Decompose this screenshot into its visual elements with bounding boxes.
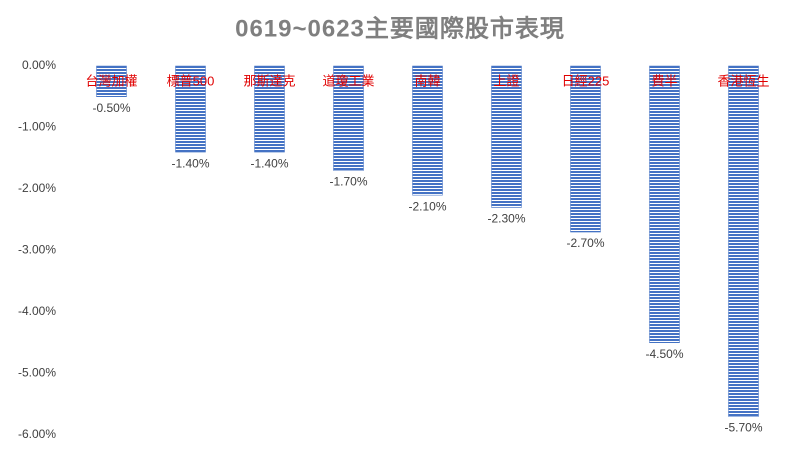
y-tick-label: -1.00% [18,120,56,134]
x-tick-label: 標普500 [167,73,215,88]
chart-title: 0619~0623主要國際股市表現 [235,14,565,42]
y-tick-label: -4.00% [18,304,56,318]
data-label: -2.70% [566,236,604,250]
y-tick-label: -2.00% [18,181,56,195]
x-tick-label: 香港恆生 [717,73,769,88]
x-tick-label: 上證 [493,73,519,88]
data-label: -0.50% [92,101,130,115]
data-label: -2.10% [408,199,446,213]
bar [649,65,680,343]
data-label: -2.30% [487,212,525,226]
bar [728,65,759,417]
x-tick-label: 道瓊工業 [322,73,374,88]
bar [175,65,206,153]
data-label: -4.50% [645,347,683,361]
x-tick-label: 費半 [651,73,677,88]
bar [96,65,127,97]
bar [412,65,443,196]
bar [333,65,364,171]
data-label: -1.70% [329,175,367,189]
x-tick-label: 那斯達克 [243,73,295,88]
y-tick-label: -5.00% [18,366,56,380]
data-label: -5.70% [724,421,762,435]
x-tick-label: 台灣加權 [85,73,137,88]
bar [254,65,285,153]
x-tick-label: 日經225 [562,73,610,88]
x-tick-label: 南韓 [414,73,440,88]
y-tick-label: -3.00% [18,243,56,257]
data-label: -1.40% [171,156,209,170]
bar [570,65,601,233]
bar [491,65,522,208]
y-tick-label: -6.00% [18,427,56,441]
y-tick-label: 0.00% [22,58,56,72]
data-label: -1.40% [250,156,288,170]
